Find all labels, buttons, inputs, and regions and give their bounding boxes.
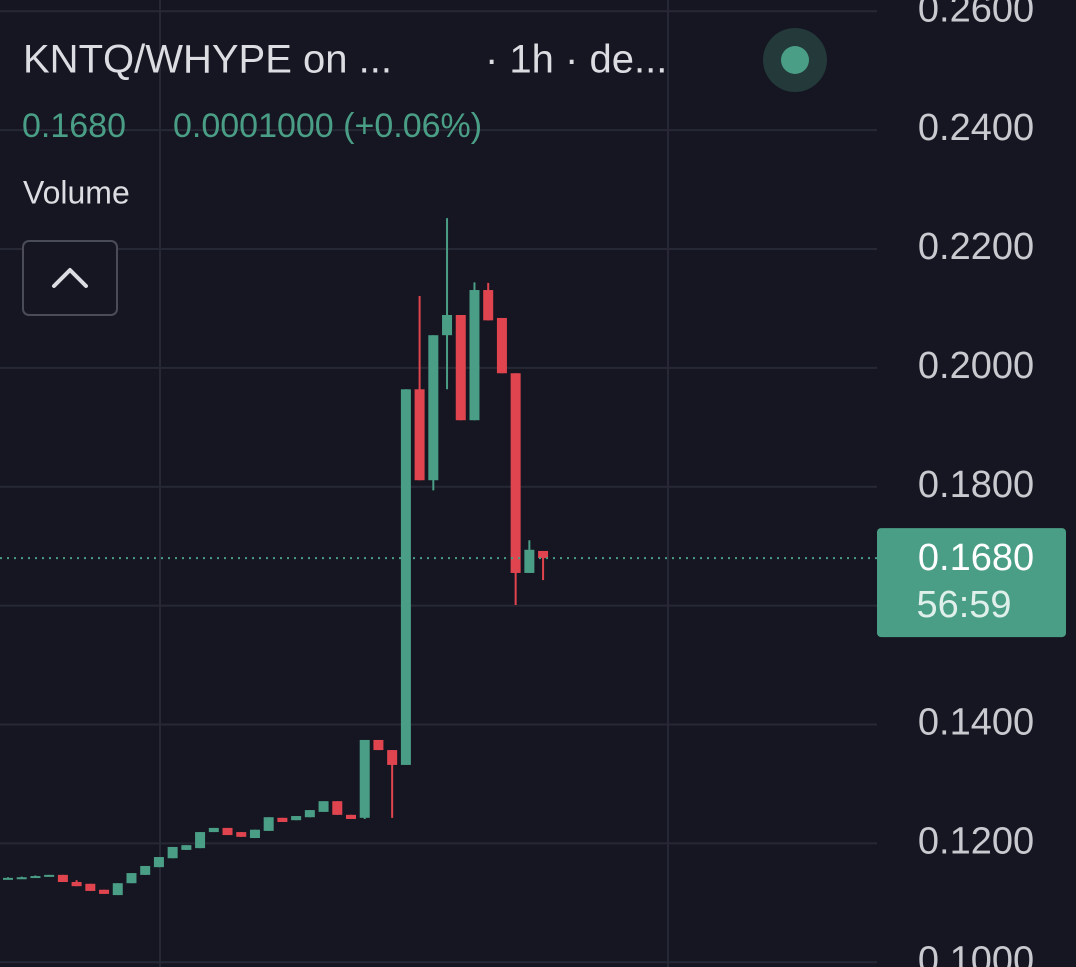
candle-body — [85, 883, 96, 891]
candle-body — [44, 874, 55, 877]
candle-body — [373, 739, 384, 751]
candle-body — [469, 290, 480, 421]
candle-body — [538, 550, 549, 559]
y-tick-label: 0.2600 — [918, 0, 1034, 30]
candle-body — [277, 817, 288, 822]
candle-body — [359, 739, 370, 818]
candle-body — [291, 816, 302, 821]
y-tick-label: 0.2000 — [918, 345, 1034, 387]
candle-body — [3, 877, 13, 880]
candle-body — [181, 845, 192, 850]
candle-body — [332, 801, 343, 815]
candle-body — [57, 874, 68, 883]
last-price-label: 0.1680 — [918, 537, 1034, 579]
candle-body — [167, 846, 178, 859]
candle-body — [346, 814, 356, 820]
candle-body — [30, 876, 41, 879]
candle-body — [318, 801, 329, 812]
candle-body — [510, 373, 521, 573]
candle-body — [387, 750, 398, 765]
grid — [0, 0, 877, 967]
candle-body — [112, 883, 123, 896]
candle-body — [126, 873, 137, 884]
y-tick-label: 0.2400 — [918, 107, 1034, 149]
interval: · 1h · de... — [485, 38, 667, 82]
candle-body — [496, 317, 507, 374]
candle-body — [236, 832, 247, 837]
indicator-label: Volume — [23, 174, 130, 210]
y-tick-label: 0.1800 — [918, 464, 1034, 506]
candle-body — [99, 889, 110, 894]
last-price-box — [877, 528, 1066, 638]
candle-body — [455, 315, 466, 421]
header-change: 0.0001000 (+0.06%) — [173, 107, 482, 145]
chevron-up — [52, 268, 88, 288]
status-dot — [781, 46, 809, 74]
candle-body — [400, 389, 411, 765]
candle-body — [304, 810, 315, 818]
y-tick-label: 0.1200 — [918, 820, 1034, 862]
candle-body — [222, 827, 233, 836]
candle-body — [249, 829, 260, 839]
candle-body — [153, 857, 164, 868]
y-tick-label: 0.1400 — [918, 702, 1034, 744]
candle-body — [524, 549, 535, 573]
collapse-button[interactable] — [22, 240, 118, 316]
candle-body — [71, 882, 82, 887]
candle-body — [442, 315, 453, 336]
candle-body — [263, 817, 274, 831]
y-tick-label: 0.2200 — [918, 226, 1034, 268]
candle-body — [483, 290, 494, 321]
chart-title: KNTQ/WHYPE on ... — [23, 38, 392, 82]
y-tick-label: 0.1000 — [918, 939, 1034, 967]
price-axis: 0.26000.24000.22000.20000.18000.16000.14… — [877, 0, 1066, 967]
candle-body — [208, 827, 219, 833]
candle-body — [140, 865, 151, 875]
candle-body — [414, 389, 425, 481]
candle-body — [195, 832, 206, 849]
countdown: 56:59 — [916, 584, 1011, 626]
header-price: 0.1680 — [22, 107, 126, 145]
candle-body — [16, 877, 27, 880]
candle-body — [428, 335, 439, 481]
plot-area — [0, 218, 877, 896]
